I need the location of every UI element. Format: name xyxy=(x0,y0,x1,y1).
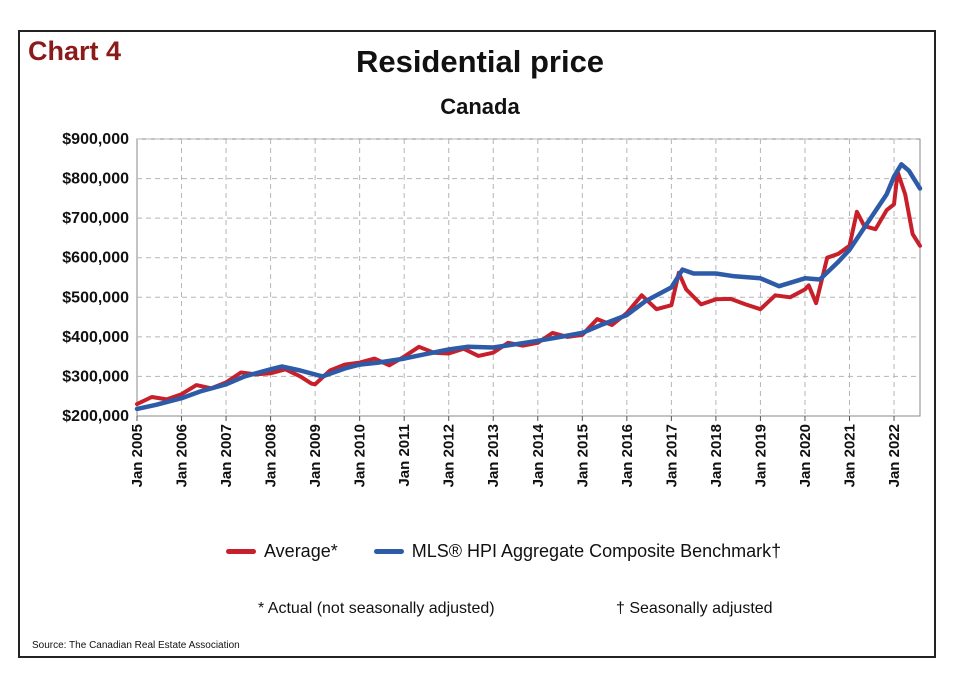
legend-item-hpi: MLS® HPI Aggregate Composite Benchmark† xyxy=(373,541,782,562)
legend-item-average: Average* xyxy=(226,541,338,562)
series-line-hpi xyxy=(134,162,923,412)
x-tick-label: Jan 2020 xyxy=(797,424,814,487)
note-seasonal: † Seasonally adjusted xyxy=(616,600,773,617)
y-tick-label: $900,000 xyxy=(62,131,129,148)
y-tick-label: $500,000 xyxy=(62,289,129,306)
y-tick-label: $700,000 xyxy=(62,210,129,227)
x-tick-label: Jan 2010 xyxy=(352,424,369,487)
chart-title: Residential price xyxy=(355,44,605,79)
chart-legend: Average* MLS® HPI Aggregate Composite Be… xyxy=(226,541,817,562)
legend-label-hpi: MLS® HPI Aggregate Composite Benchmark† xyxy=(411,541,782,561)
chart-source: Source: The Canadian Real Estate Associa… xyxy=(32,640,240,651)
y-tick-label: $400,000 xyxy=(62,329,129,346)
x-tick-label: Jan 2016 xyxy=(619,424,636,487)
x-tick-label: Jan 2005 xyxy=(129,424,146,487)
x-tick-label: Jan 2013 xyxy=(485,424,502,487)
x-tick-label: Jan 2019 xyxy=(752,424,769,487)
series-line-average xyxy=(135,170,922,407)
legend-swatch-average xyxy=(226,549,256,554)
x-tick-label: Jan 2018 xyxy=(708,424,725,487)
y-tick-label: $300,000 xyxy=(62,368,129,385)
x-tick-label: Jan 2022 xyxy=(886,424,903,487)
chart-label: Chart 4 xyxy=(28,36,122,66)
note-actual: * Actual (not seasonally adjusted) xyxy=(258,600,495,617)
x-tick-label: Jan 2015 xyxy=(574,424,591,487)
x-tick-label: Jan 2021 xyxy=(841,424,858,487)
x-tick-label: Jan 2012 xyxy=(441,424,458,487)
x-tick-label: Jan 2009 xyxy=(307,424,324,487)
y-tick-label: $200,000 xyxy=(62,408,129,425)
chart-frame xyxy=(18,30,936,658)
x-tick-label: Jan 2007 xyxy=(218,424,235,487)
legend-label-average: Average* xyxy=(264,541,338,561)
chart-subtitle: Canada xyxy=(440,94,520,119)
x-tick-label: Jan 2006 xyxy=(174,424,191,487)
y-tick-label: $800,000 xyxy=(62,171,129,188)
x-tick-label: Jan 2011 xyxy=(396,424,413,487)
x-tick-label: Jan 2014 xyxy=(530,423,547,487)
y-tick-label: $600,000 xyxy=(62,250,129,267)
legend-swatch-hpi xyxy=(373,549,404,554)
x-tick-label: Jan 2017 xyxy=(663,424,680,487)
x-tick-label: Jan 2008 xyxy=(263,424,280,487)
